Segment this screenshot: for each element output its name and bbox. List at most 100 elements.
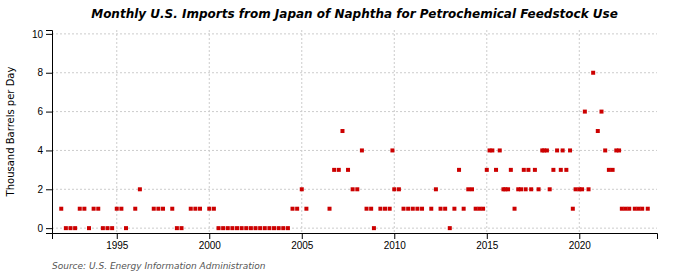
point [110, 226, 114, 230]
grid-line-x [116, 30, 117, 233]
point [304, 207, 308, 211]
point [78, 207, 82, 211]
y-tick-mark [46, 34, 52, 35]
x-tick-mark [394, 233, 395, 239]
point [561, 148, 565, 152]
x-tick-label: 2000 [199, 240, 222, 251]
point [537, 187, 541, 191]
x-tick: 2020 [569, 233, 592, 251]
x-axis: 199520002005201020152020 [53, 233, 658, 251]
y-tick-label: 8 [37, 67, 43, 78]
point [571, 207, 575, 211]
point [498, 148, 502, 152]
point [559, 168, 563, 172]
grid-line-x [579, 30, 580, 233]
point [470, 187, 474, 191]
point [506, 187, 510, 191]
point [611, 168, 615, 172]
grid-line-y [52, 33, 657, 34]
point [267, 226, 271, 230]
point [378, 207, 382, 211]
point [73, 226, 77, 230]
y-tick-label: 0 [37, 223, 43, 234]
point [392, 187, 396, 191]
point [513, 207, 517, 211]
point [526, 168, 530, 172]
point [351, 187, 355, 191]
point [230, 226, 234, 230]
y-tick-label: 2 [37, 184, 43, 195]
point [360, 148, 364, 152]
point [138, 187, 142, 191]
point [580, 187, 584, 191]
point [397, 187, 401, 191]
point [258, 226, 262, 230]
point [646, 207, 650, 211]
point [620, 207, 624, 211]
point [189, 207, 193, 211]
point [627, 207, 631, 211]
x-axis-line [53, 234, 658, 240]
point [115, 207, 119, 211]
point [533, 168, 537, 172]
point [607, 168, 611, 172]
point [369, 207, 373, 211]
y-axis-title: Thousand Barrels per Day [5, 67, 16, 198]
y-tick-label: 4 [37, 145, 43, 156]
y-tick-mark [46, 73, 52, 74]
x-tick: 2010 [384, 233, 407, 251]
x-tick-mark [117, 233, 118, 239]
point [477, 207, 481, 211]
point [281, 226, 285, 230]
point [411, 207, 415, 211]
x-tick-label: 2010 [384, 240, 407, 251]
point [295, 207, 299, 211]
point [207, 207, 211, 211]
point [481, 207, 485, 211]
point [636, 207, 640, 211]
point [92, 207, 96, 211]
grid-line-x [486, 30, 487, 233]
y-tick: 8 [37, 67, 52, 78]
point [420, 207, 424, 211]
point [587, 187, 591, 191]
point [443, 207, 447, 211]
point [474, 207, 478, 211]
point [175, 226, 179, 230]
y-tick: 4 [37, 145, 52, 156]
title: Monthly U.S. Imports from Japan of Napht… [91, 7, 618, 21]
point [119, 207, 123, 211]
point [249, 226, 253, 230]
point [485, 168, 489, 172]
point [300, 187, 304, 191]
point [603, 148, 607, 152]
point [346, 168, 350, 172]
y-tick-mark [46, 112, 52, 113]
point [596, 129, 600, 133]
point [640, 207, 644, 211]
x-tick-mark [302, 233, 303, 239]
x-tick-label: 2020 [569, 240, 592, 251]
point [59, 207, 63, 211]
point [372, 226, 376, 230]
point [106, 226, 110, 230]
point [226, 226, 230, 230]
point [555, 148, 559, 152]
point [365, 207, 369, 211]
point [568, 148, 572, 152]
y-tick: 6 [37, 106, 52, 117]
grid-line-x [209, 30, 210, 233]
point [509, 168, 513, 172]
point [429, 207, 433, 211]
point [448, 226, 452, 230]
point [217, 226, 221, 230]
point [624, 207, 628, 211]
point [390, 148, 394, 152]
y-tick-mark [46, 189, 52, 190]
point [383, 207, 387, 211]
point [286, 226, 290, 230]
y-axis-line [46, 31, 53, 234]
grid-line-y [52, 228, 657, 229]
point [198, 207, 202, 211]
point [545, 148, 549, 152]
